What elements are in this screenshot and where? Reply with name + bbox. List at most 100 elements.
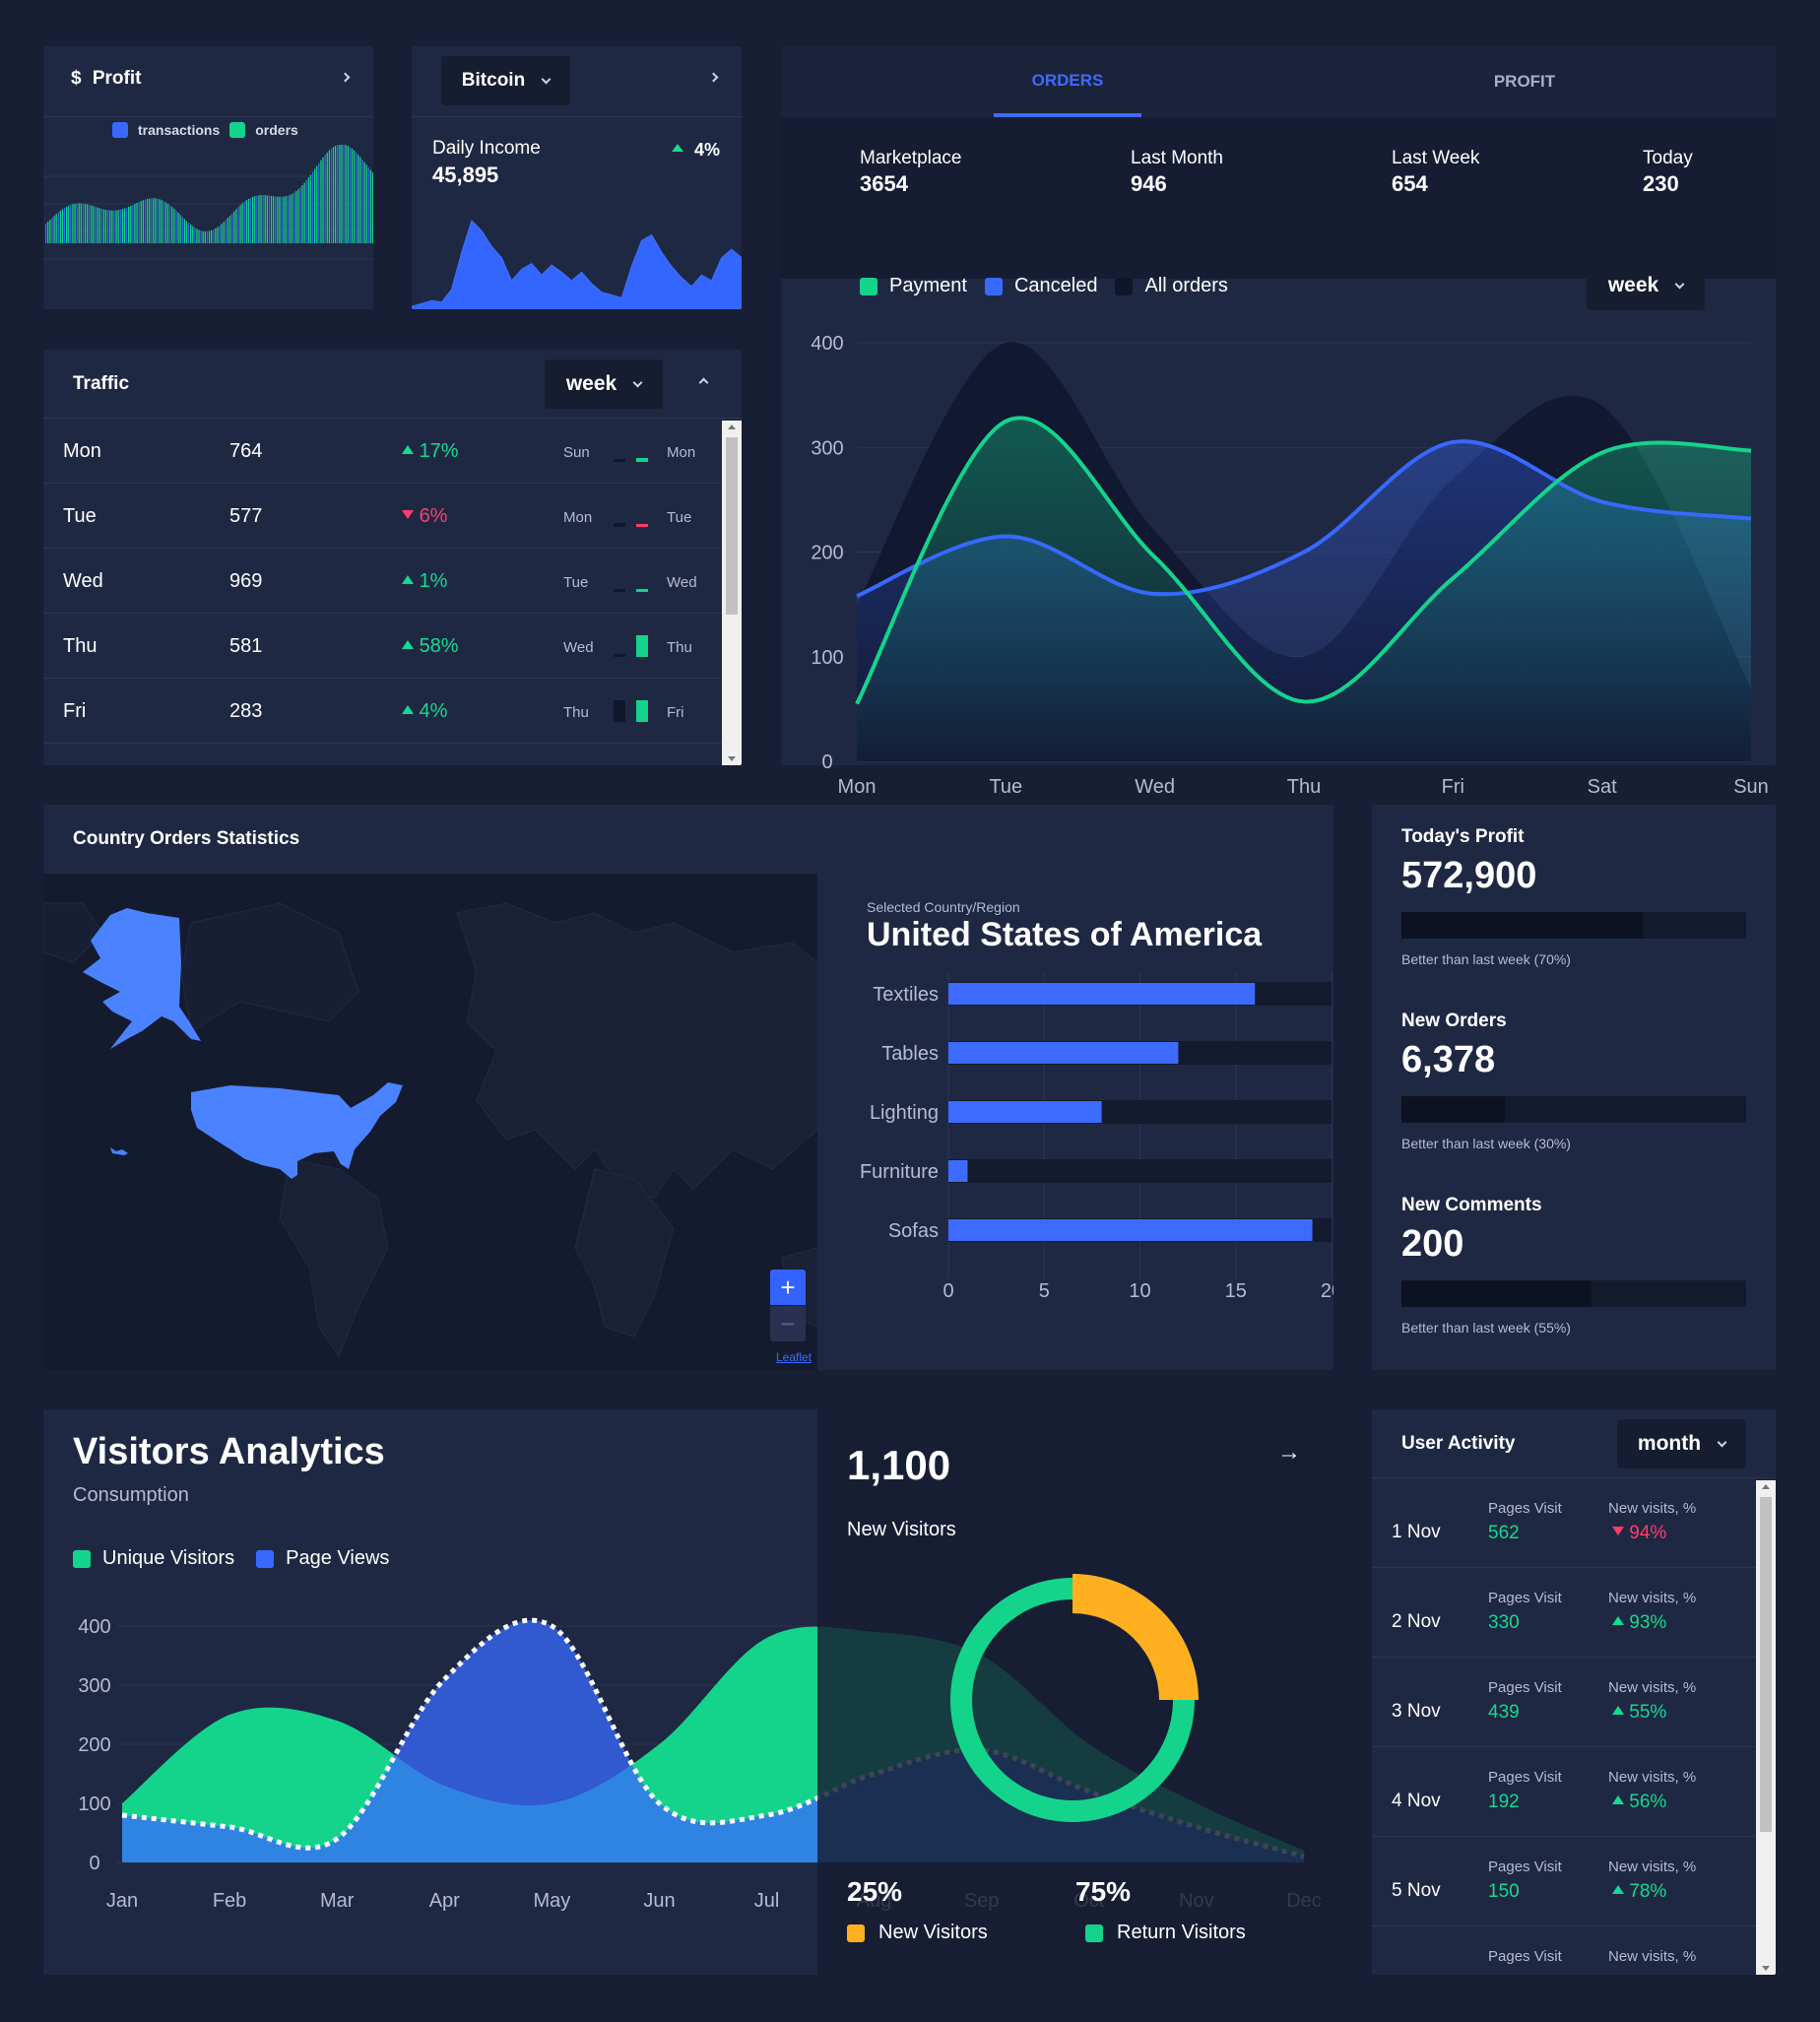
- traffic-week-select[interactable]: week: [545, 359, 663, 409]
- activity-col1-label: Pages Visit: [1488, 1500, 1562, 1517]
- tab-orders[interactable]: ORDERS: [994, 46, 1141, 117]
- legend-page-views[interactable]: Page Views: [286, 1547, 390, 1569]
- profit-bar: [277, 196, 279, 243]
- profit-bar: [361, 159, 363, 243]
- profit-bar: [192, 226, 194, 243]
- profit-bar: [316, 165, 318, 243]
- profit-bar: [309, 174, 312, 243]
- stat-last-week-value: 654: [1392, 171, 1428, 196]
- bar-track: [948, 1159, 1332, 1183]
- traffic-week-select-label: week: [565, 372, 618, 395]
- profit-bar: [130, 205, 132, 243]
- profit-bar: [138, 202, 140, 243]
- profit-bar: [155, 198, 157, 243]
- profit-bar: [343, 145, 345, 243]
- today-stat-progress: [1401, 1280, 1746, 1307]
- tab-profit[interactable]: PROFIT: [1451, 46, 1598, 117]
- traffic-prev-bar: [614, 700, 625, 722]
- visitors-subtitle: Consumption: [73, 1484, 189, 1506]
- zoom-out-button[interactable]: −: [770, 1306, 806, 1341]
- bitcoin-expand-chevron-icon[interactable]: [708, 72, 719, 83]
- profit-expand-chevron-icon[interactable]: [340, 72, 351, 83]
- x-tick-label: 5: [1039, 1280, 1050, 1302]
- chevron-down-icon: [541, 74, 552, 84]
- y-tick-label: 200: [811, 543, 843, 564]
- legend-return-visitors[interactable]: Return Visitors: [1117, 1922, 1246, 1943]
- profit-bar: [273, 196, 275, 243]
- today-stat-label: New Orders: [1401, 1011, 1507, 1031]
- today-stat-note: Better than last week (70%): [1401, 951, 1571, 967]
- return-visitors-swatch: [1085, 1924, 1103, 1942]
- orders-card: ORDERS PROFIT Marketplace 3654 Last Mont…: [781, 46, 1776, 765]
- zoom-in-button[interactable]: +: [770, 1270, 806, 1305]
- canceled-swatch: [984, 277, 1003, 295]
- bitcoin-select[interactable]: Bitcoin: [441, 56, 570, 105]
- profit-bar: [322, 157, 324, 243]
- daily-income-change: 4%: [672, 140, 720, 161]
- profit-bar: [200, 230, 202, 243]
- traffic-value: 764: [229, 440, 263, 462]
- traffic-prev-day: Wed: [563, 639, 594, 656]
- profit-bar: [215, 228, 217, 243]
- legend-payment[interactable]: Payment: [889, 275, 967, 296]
- legend-unique-visitors[interactable]: Unique Visitors: [102, 1547, 235, 1569]
- activity-scrollbar[interactable]: [1756, 1480, 1776, 1975]
- traffic-change-value: 58%: [419, 635, 459, 657]
- profit-bar: [93, 206, 95, 243]
- activity-scrollbar-thumb[interactable]: [1760, 1497, 1772, 1832]
- profit-bar: [262, 195, 264, 243]
- up-arrow-icon: [672, 144, 683, 153]
- x-tick-label: Sat: [1588, 776, 1617, 798]
- profit-bar: [363, 162, 365, 243]
- up-arrow-icon: [1612, 1706, 1624, 1716]
- profit-bar: [117, 210, 119, 243]
- legend-canceled[interactable]: Canceled: [1013, 275, 1098, 296]
- activity-row-partial: Pages Visit New visits, %: [1372, 1926, 1757, 1975]
- profit-bar: [351, 148, 354, 243]
- profit-bar: [107, 210, 109, 243]
- category-label: Furniture: [860, 1161, 939, 1183]
- orders-legend: Payment Canceled All orders: [860, 275, 1228, 297]
- orders-week-select[interactable]: week: [1587, 261, 1705, 310]
- profit-bar: [173, 208, 175, 243]
- unique-visitors-swatch: [73, 1549, 91, 1568]
- activity-pct: 78%: [1612, 1881, 1666, 1903]
- profit-bar: [371, 171, 373, 243]
- traffic-row: Fri 283 4% Thu Fri: [43, 679, 727, 744]
- collapse-chevron-up-icon[interactable]: [698, 377, 709, 388]
- traffic-prev-bar: [614, 588, 625, 592]
- activity-month-select[interactable]: month: [1617, 1419, 1746, 1468]
- arrow-right-icon[interactable]: →: [1277, 1439, 1301, 1466]
- traffic-value: 577: [229, 505, 263, 527]
- profit-bar: [231, 213, 233, 243]
- profit-bar: [185, 221, 188, 243]
- x-tick-label: 10: [1129, 1280, 1150, 1302]
- traffic-scrollbar-thumb[interactable]: [726, 437, 738, 615]
- activity-visits: 150: [1488, 1881, 1520, 1902]
- traffic-prev-bar: [614, 653, 625, 657]
- profit-bar: [241, 203, 243, 243]
- profit-bar: [266, 195, 268, 243]
- traffic-day: Wed: [63, 570, 103, 592]
- down-arrow-icon: [1612, 1527, 1624, 1536]
- x-tick-label: Jun: [643, 1890, 675, 1912]
- traffic-change-value: 4%: [419, 700, 448, 722]
- profit-bar: [149, 198, 151, 243]
- traffic-card: Traffic week Mon 764 17% Sun Mon Tue 577…: [43, 350, 742, 765]
- profit-bar: [113, 210, 115, 243]
- activity-month-select-label: month: [1637, 1432, 1702, 1455]
- today-stats-card: Today's Profit 572,900 Better than last …: [1372, 805, 1776, 1370]
- world-map[interactable]: + − Leaflet: [43, 874, 818, 1370]
- legend-all-orders[interactable]: All orders: [1144, 275, 1228, 296]
- activity-col2-label: New visits, %: [1608, 1948, 1697, 1965]
- profit-title: Profit: [92, 68, 142, 89]
- legend-new-visitors[interactable]: New Visitors: [878, 1922, 988, 1943]
- traffic-scrollbar[interactable]: [722, 421, 742, 765]
- pct-new-visitors: 25%: [847, 1876, 903, 1907]
- activity-visits: 192: [1488, 1792, 1520, 1812]
- activity-col2-label: New visits, %: [1608, 1590, 1697, 1606]
- traffic-cur-day: Thu: [667, 639, 692, 656]
- visitors-analytics-card: Visitors Analytics Consumption Unique Vi…: [43, 1409, 1333, 1975]
- leaflet-attribution-link[interactable]: Leaflet: [776, 1350, 812, 1364]
- x-tick-label: Apr: [429, 1890, 460, 1912]
